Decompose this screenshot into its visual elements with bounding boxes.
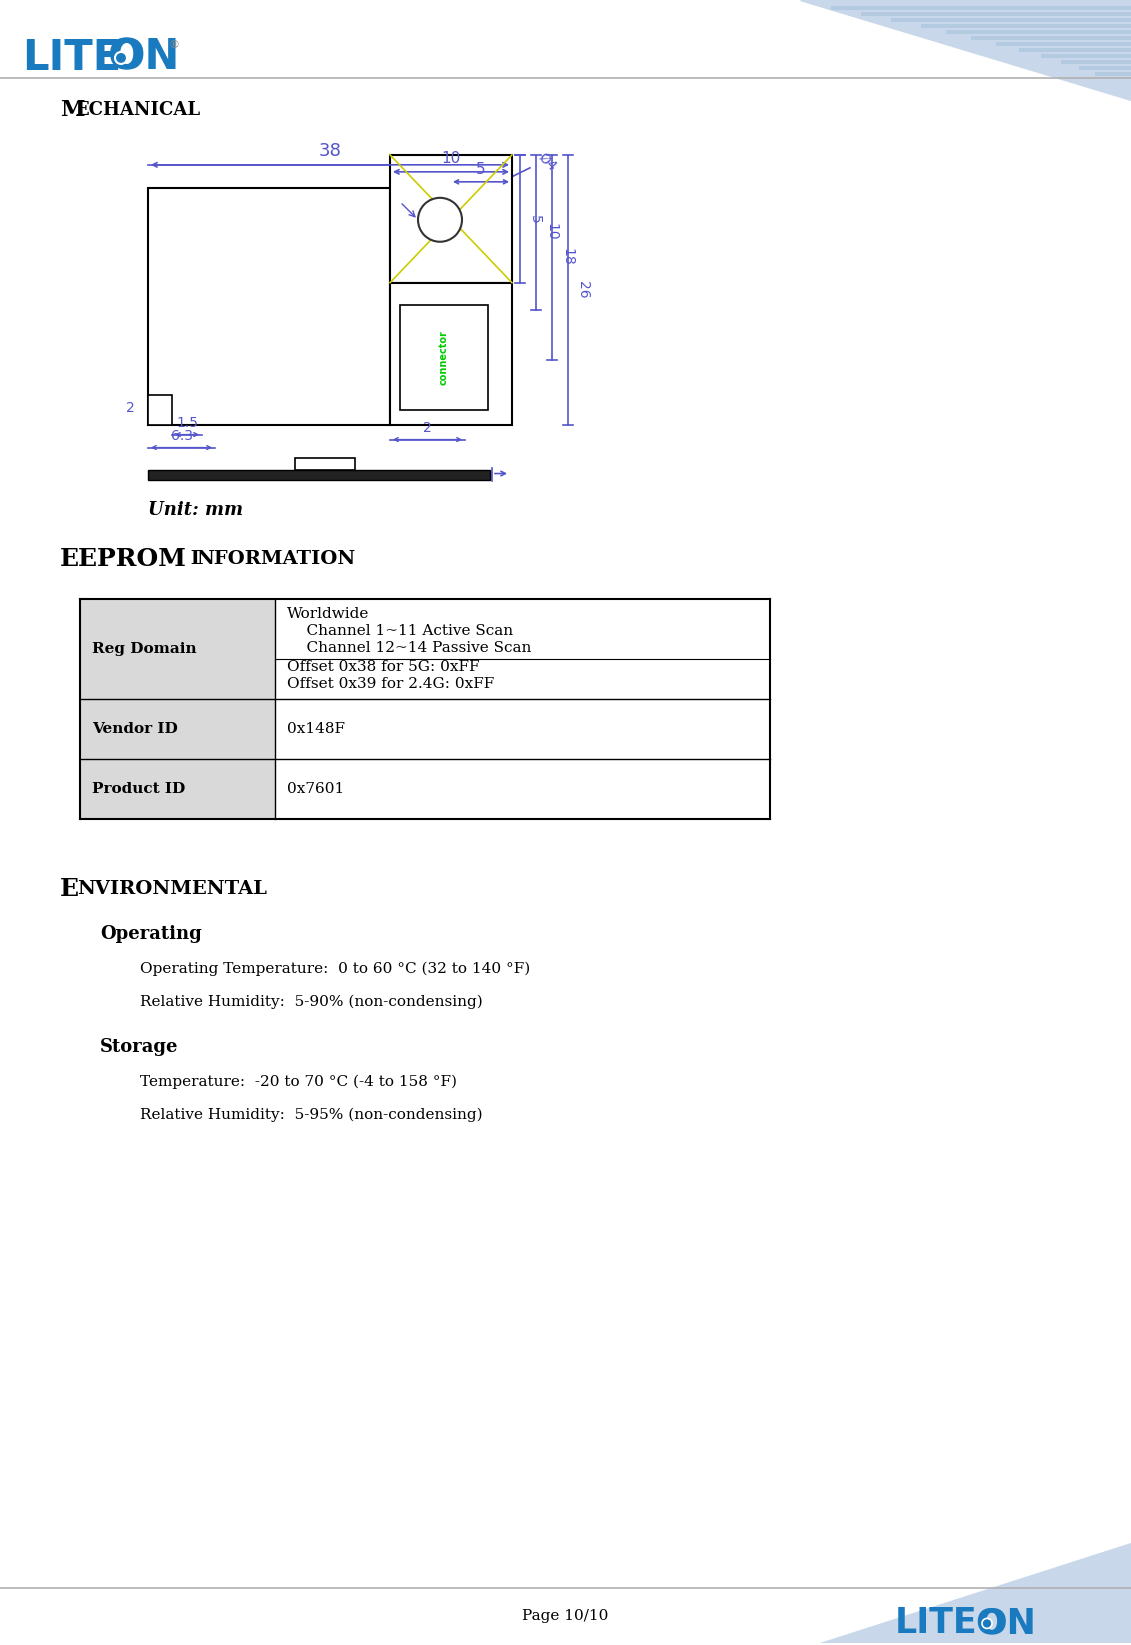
- Bar: [891, 18, 1131, 21]
- Text: 0x7601: 0x7601: [287, 783, 344, 796]
- Text: Unit: mm: Unit: mm: [148, 500, 243, 518]
- Bar: [400, 304, 487, 410]
- Bar: [996, 43, 1131, 46]
- Bar: [1041, 1614, 1131, 1619]
- Text: Page 10/10: Page 10/10: [521, 1609, 608, 1624]
- Text: Worldwide: Worldwide: [287, 607, 370, 622]
- Bar: [972, 1632, 1131, 1637]
- Bar: [148, 395, 172, 424]
- Bar: [921, 25, 1131, 28]
- Text: Relative Humidity:  5-90% (non-condensing): Relative Humidity: 5-90% (non-condensing…: [140, 995, 483, 1010]
- Bar: [390, 155, 512, 283]
- Text: O: O: [975, 1607, 1004, 1640]
- Text: 26: 26: [576, 281, 590, 298]
- Text: 10: 10: [441, 151, 460, 166]
- Text: 5: 5: [528, 215, 542, 224]
- Text: EEPROM: EEPROM: [60, 548, 187, 571]
- Text: ECHANICAL: ECHANICAL: [75, 100, 200, 118]
- Text: I: I: [184, 551, 200, 569]
- Text: Operating: Operating: [100, 924, 201, 943]
- Text: Channel 12~14 Passive Scan: Channel 12~14 Passive Scan: [287, 642, 532, 655]
- Bar: [972, 36, 1131, 39]
- Bar: [1061, 59, 1131, 64]
- Text: 6.3: 6.3: [171, 429, 193, 443]
- Bar: [861, 12, 1131, 16]
- Text: Storage: Storage: [100, 1038, 179, 1056]
- Bar: [80, 599, 275, 699]
- Text: 10: 10: [544, 224, 558, 240]
- Text: NVIRONMENTAL: NVIRONMENTAL: [77, 880, 267, 898]
- Bar: [1061, 1609, 1131, 1612]
- Text: Reg Domain: Reg Domain: [92, 642, 197, 656]
- Bar: [148, 188, 390, 424]
- Text: M: M: [60, 99, 85, 120]
- Bar: [946, 1638, 1131, 1642]
- Bar: [1079, 1602, 1131, 1607]
- Text: 2: 2: [423, 421, 431, 434]
- Text: 38: 38: [319, 141, 342, 160]
- Text: 18: 18: [560, 248, 575, 265]
- Text: Offset 0x38 for 5G: 0xFF: Offset 0x38 for 5G: 0xFF: [287, 660, 480, 674]
- Text: 0x148F: 0x148F: [287, 722, 345, 737]
- Bar: [996, 1627, 1131, 1630]
- Bar: [1041, 54, 1131, 58]
- Circle shape: [115, 53, 127, 64]
- Text: Channel 1~11 Active Scan: Channel 1~11 Active Scan: [287, 625, 513, 638]
- Text: Relative Humidity:  5-95% (non-condensing): Relative Humidity: 5-95% (non-condensing…: [140, 1107, 483, 1122]
- Bar: [390, 283, 512, 424]
- Text: ON: ON: [977, 1607, 1036, 1640]
- Bar: [831, 7, 1131, 10]
- Bar: [148, 469, 490, 480]
- Text: 5: 5: [476, 163, 486, 178]
- Bar: [1079, 66, 1131, 71]
- Text: Offset 0x39 for 2.4G: 0xFF: Offset 0x39 for 2.4G: 0xFF: [287, 678, 494, 691]
- Bar: [1019, 48, 1131, 53]
- Bar: [946, 30, 1131, 35]
- Polygon shape: [820, 1543, 1131, 1643]
- Text: ON: ON: [110, 36, 180, 79]
- Bar: [80, 760, 275, 819]
- Text: LITE: LITE: [21, 36, 121, 79]
- Text: E: E: [60, 877, 79, 901]
- Bar: [295, 457, 355, 469]
- Bar: [1095, 72, 1131, 76]
- Text: Ø4: Ø4: [535, 150, 559, 174]
- Text: 1.5: 1.5: [176, 416, 198, 429]
- Text: NFORMATION: NFORMATION: [196, 551, 355, 569]
- Text: ®: ®: [169, 39, 179, 49]
- Polygon shape: [800, 0, 1131, 100]
- Text: O: O: [107, 36, 144, 79]
- Text: connector: connector: [439, 329, 449, 385]
- Bar: [1019, 1620, 1131, 1624]
- Circle shape: [982, 1619, 992, 1629]
- Bar: [1095, 1596, 1131, 1601]
- Text: LITE: LITE: [895, 1607, 977, 1640]
- Text: Vendor ID: Vendor ID: [92, 722, 178, 737]
- Text: Temperature:  -20 to 70 °C (-4 to 158 °F): Temperature: -20 to 70 °C (-4 to 158 °F): [140, 1074, 457, 1089]
- Text: Product ID: Product ID: [92, 783, 185, 796]
- Bar: [80, 699, 275, 760]
- Circle shape: [418, 197, 461, 242]
- Text: Operating Temperature:  0 to 60 °C (32 to 140 °F): Operating Temperature: 0 to 60 °C (32 to…: [140, 962, 530, 975]
- Text: 2: 2: [126, 401, 135, 415]
